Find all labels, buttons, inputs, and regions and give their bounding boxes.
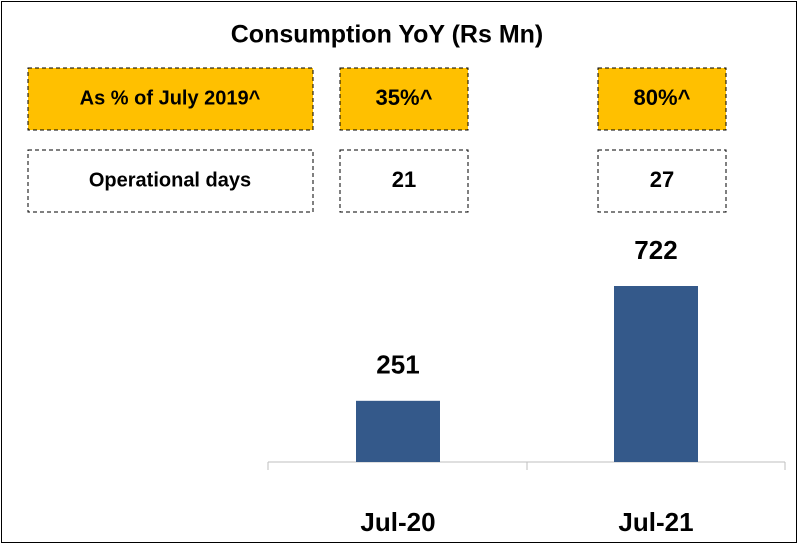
label-box (27, 67, 314, 131)
value-box (597, 67, 727, 131)
row-label: As % of July 2019^ (80, 87, 261, 109)
chart-title: Consumption YoY (Rs Mn) (231, 21, 544, 49)
data-label: 251 (376, 350, 419, 380)
row-value: 21 (392, 167, 416, 192)
x-tick-label: Jul-20 (360, 507, 435, 537)
row-value: 80%^ (634, 85, 691, 110)
value-box (339, 67, 469, 131)
row-value: 35%^ (376, 85, 433, 110)
row-label: Operational days (89, 169, 251, 191)
bar (614, 286, 698, 462)
value-box (597, 149, 727, 213)
row-value: 27 (650, 167, 674, 192)
x-tick-label: Jul-21 (618, 507, 693, 537)
bar (356, 400, 440, 462)
label-box (27, 149, 314, 213)
value-box (339, 149, 469, 213)
data-label: 722 (634, 235, 677, 265)
